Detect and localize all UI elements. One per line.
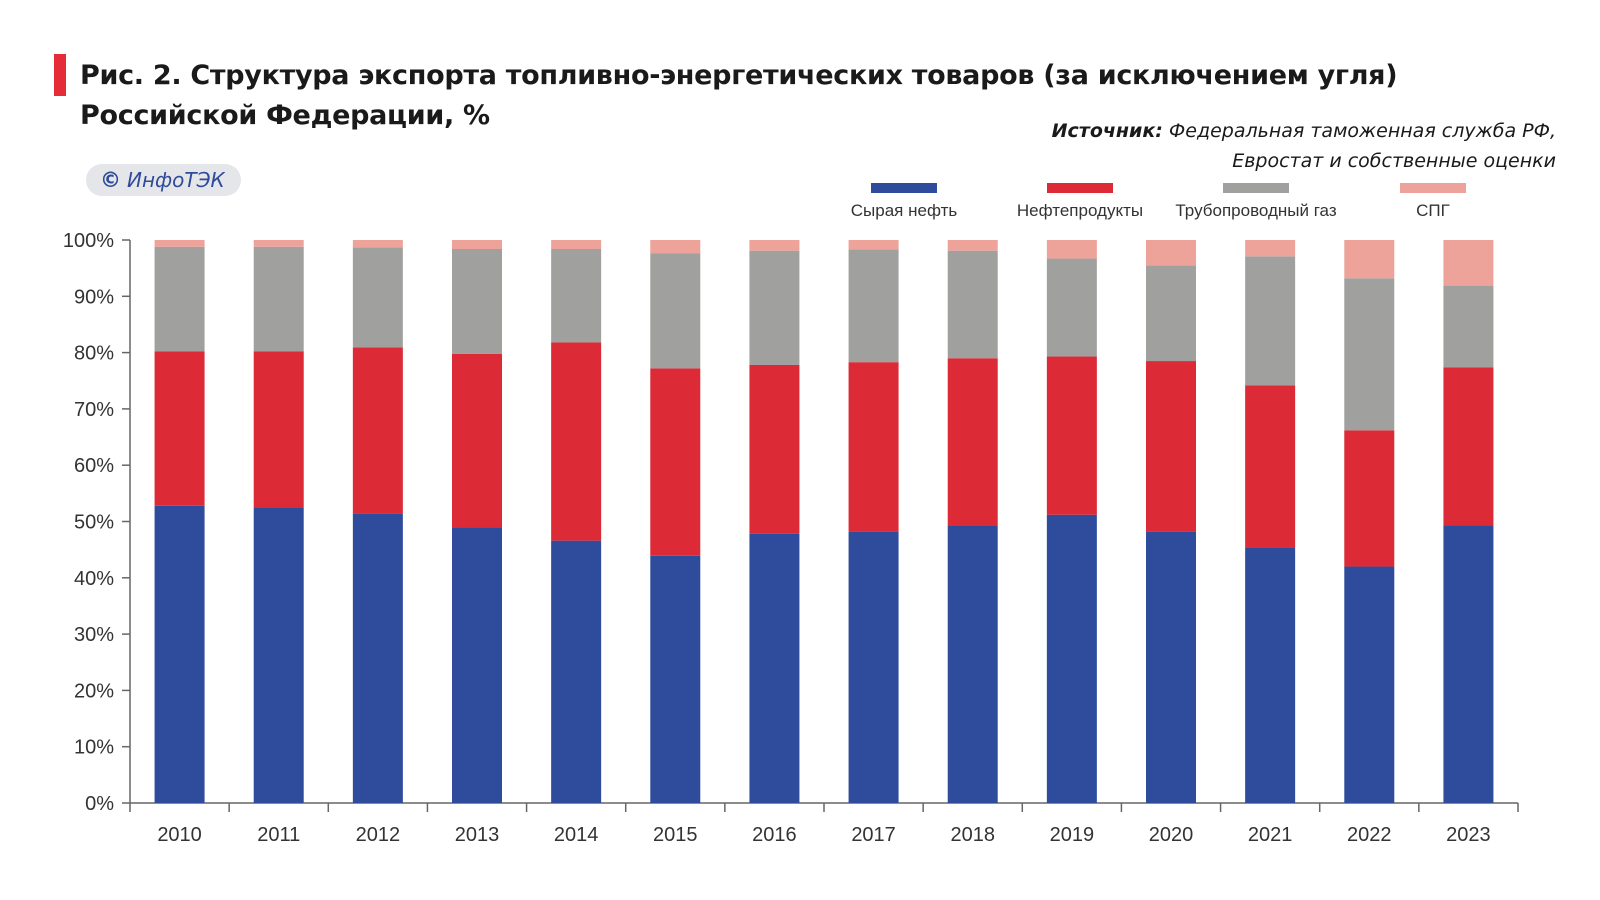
bar-segment-crude-oil <box>352 513 403 803</box>
legend-label: Трубопроводный газ <box>1175 201 1336 220</box>
x-tick-label: 2017 <box>851 824 896 846</box>
bar-segment-crude-oil <box>1146 531 1196 803</box>
x-tick-label: 2010 <box>157 824 202 846</box>
x-tick-label: 2012 <box>356 824 401 846</box>
y-tick-label: 80% <box>74 343 114 365</box>
bar-segment-oil-products <box>947 358 998 527</box>
bar-segment-pipeline-gas <box>154 246 205 352</box>
x-tick-label: 2020 <box>1149 824 1194 846</box>
bar-segment-lng <box>154 240 205 247</box>
bar-segment-crude-oil <box>551 540 602 803</box>
source-note: Источник: Федеральная таможенная служба … <box>1052 116 1556 176</box>
bar-segment-pipeline-gas <box>1146 265 1196 362</box>
legend-swatch <box>1400 183 1466 193</box>
badge-text: ИнфоТЭК <box>127 168 225 192</box>
x-tick-label: 2022 <box>1347 824 1392 846</box>
legend-label: СПГ <box>1416 201 1450 220</box>
legend-swatch <box>1223 183 1289 193</box>
legend-label: Сырая нефть <box>851 201 958 220</box>
legend-label: Нефтепродукты <box>1017 201 1143 220</box>
y-tick-label: 20% <box>74 680 114 702</box>
bar-segment-crude-oil <box>650 555 701 803</box>
bar-segment-oil-products <box>1443 367 1494 526</box>
chart-title: Рис. 2. Структура экспорта топливно-энер… <box>80 60 1398 131</box>
bar-segment-pipeline-gas <box>1443 285 1494 368</box>
bar-segment-crude-oil <box>1046 514 1097 803</box>
bar-segment-crude-oil <box>253 507 304 803</box>
bar-segment-oil-products <box>551 342 602 541</box>
bar-segment-pipeline-gas <box>452 249 502 354</box>
y-tick-label: 100% <box>63 230 114 252</box>
bar-segment-crude-oil <box>1245 547 1296 803</box>
x-tick-label: 2011 <box>257 824 300 846</box>
infotek-badge: © ИнфоТЭК <box>86 164 241 196</box>
bar-segment-pipeline-gas <box>1344 278 1395 431</box>
y-tick-label: 70% <box>74 399 114 421</box>
legend-swatch <box>1047 183 1113 193</box>
bar-segment-lng <box>1344 240 1395 279</box>
source-label: Источник: <box>1051 120 1163 142</box>
copyright-icon: © <box>100 168 121 192</box>
y-tick-label: 0% <box>85 793 114 815</box>
bar-segment-crude-oil <box>1344 566 1395 803</box>
bar-segment-crude-oil <box>154 505 205 803</box>
bar-segment-lng <box>551 240 602 250</box>
bar-segment-lng <box>749 240 800 251</box>
bar-segment-lng <box>1443 240 1494 286</box>
bar-segment-pipeline-gas <box>551 249 602 343</box>
bar-segment-pipeline-gas <box>650 253 701 369</box>
bar-segment-oil-products <box>352 347 403 514</box>
bar-segment-lng <box>1146 240 1196 266</box>
source-line-2: Евростат и собственные оценки <box>1232 150 1556 172</box>
bar-segment-oil-products <box>253 351 304 508</box>
bar-segment-oil-products <box>848 362 899 532</box>
bar-segment-crude-oil <box>749 533 800 803</box>
bar-segment-oil-products <box>452 353 502 528</box>
x-tick-label: 2014 <box>554 824 599 846</box>
bar-segment-oil-products <box>1344 430 1395 567</box>
y-tick-label: 40% <box>74 568 114 590</box>
bar-segment-crude-oil <box>848 531 899 803</box>
legend-swatch <box>871 183 937 193</box>
y-tick-label: 30% <box>74 624 114 646</box>
x-tick-label: 2016 <box>752 824 797 846</box>
bar-segment-crude-oil <box>452 527 502 803</box>
x-tick-label: 2023 <box>1446 824 1491 846</box>
bar-segment-oil-products <box>1046 356 1097 515</box>
bar-segment-lng <box>848 240 899 250</box>
bar-segment-lng <box>253 240 304 247</box>
bar-segment-pipeline-gas <box>352 247 403 348</box>
bar-segment-lng <box>1245 240 1296 257</box>
y-tick-label: 10% <box>74 737 114 759</box>
bar-segment-lng <box>452 240 502 250</box>
source-line-1: Федеральная таможенная служба РФ, <box>1168 120 1556 142</box>
bar-segment-lng <box>352 240 403 248</box>
bar-segment-crude-oil <box>947 526 998 803</box>
bar-segment-pipeline-gas <box>749 250 800 365</box>
bar-segment-oil-products <box>154 351 205 506</box>
bar-segment-lng <box>1046 240 1097 259</box>
x-tick-label: 2021 <box>1248 824 1293 846</box>
bar-segment-pipeline-gas <box>848 249 899 363</box>
bar-segment-pipeline-gas <box>253 246 304 352</box>
bar-segment-oil-products <box>1245 385 1296 548</box>
bar-segment-oil-products <box>749 364 800 534</box>
y-tick-label: 60% <box>74 455 114 477</box>
x-tick-label: 2015 <box>653 824 698 846</box>
y-tick-label: 90% <box>74 286 114 308</box>
bar-segment-oil-products <box>650 368 701 556</box>
bar-segment-oil-products <box>1146 361 1196 532</box>
bar-segment-pipeline-gas <box>1245 256 1296 386</box>
bar-segment-pipeline-gas <box>947 250 998 359</box>
x-tick-label: 2019 <box>1050 824 1095 846</box>
bar-segment-crude-oil <box>1443 525 1494 803</box>
x-tick-label: 2013 <box>455 824 500 846</box>
y-tick-label: 50% <box>74 512 114 534</box>
bar-segment-lng <box>947 240 998 251</box>
title-accent-bar <box>54 54 66 96</box>
bar-segment-lng <box>650 240 701 254</box>
x-tick-label: 2018 <box>950 824 995 846</box>
bar-segment-pipeline-gas <box>1046 258 1097 357</box>
